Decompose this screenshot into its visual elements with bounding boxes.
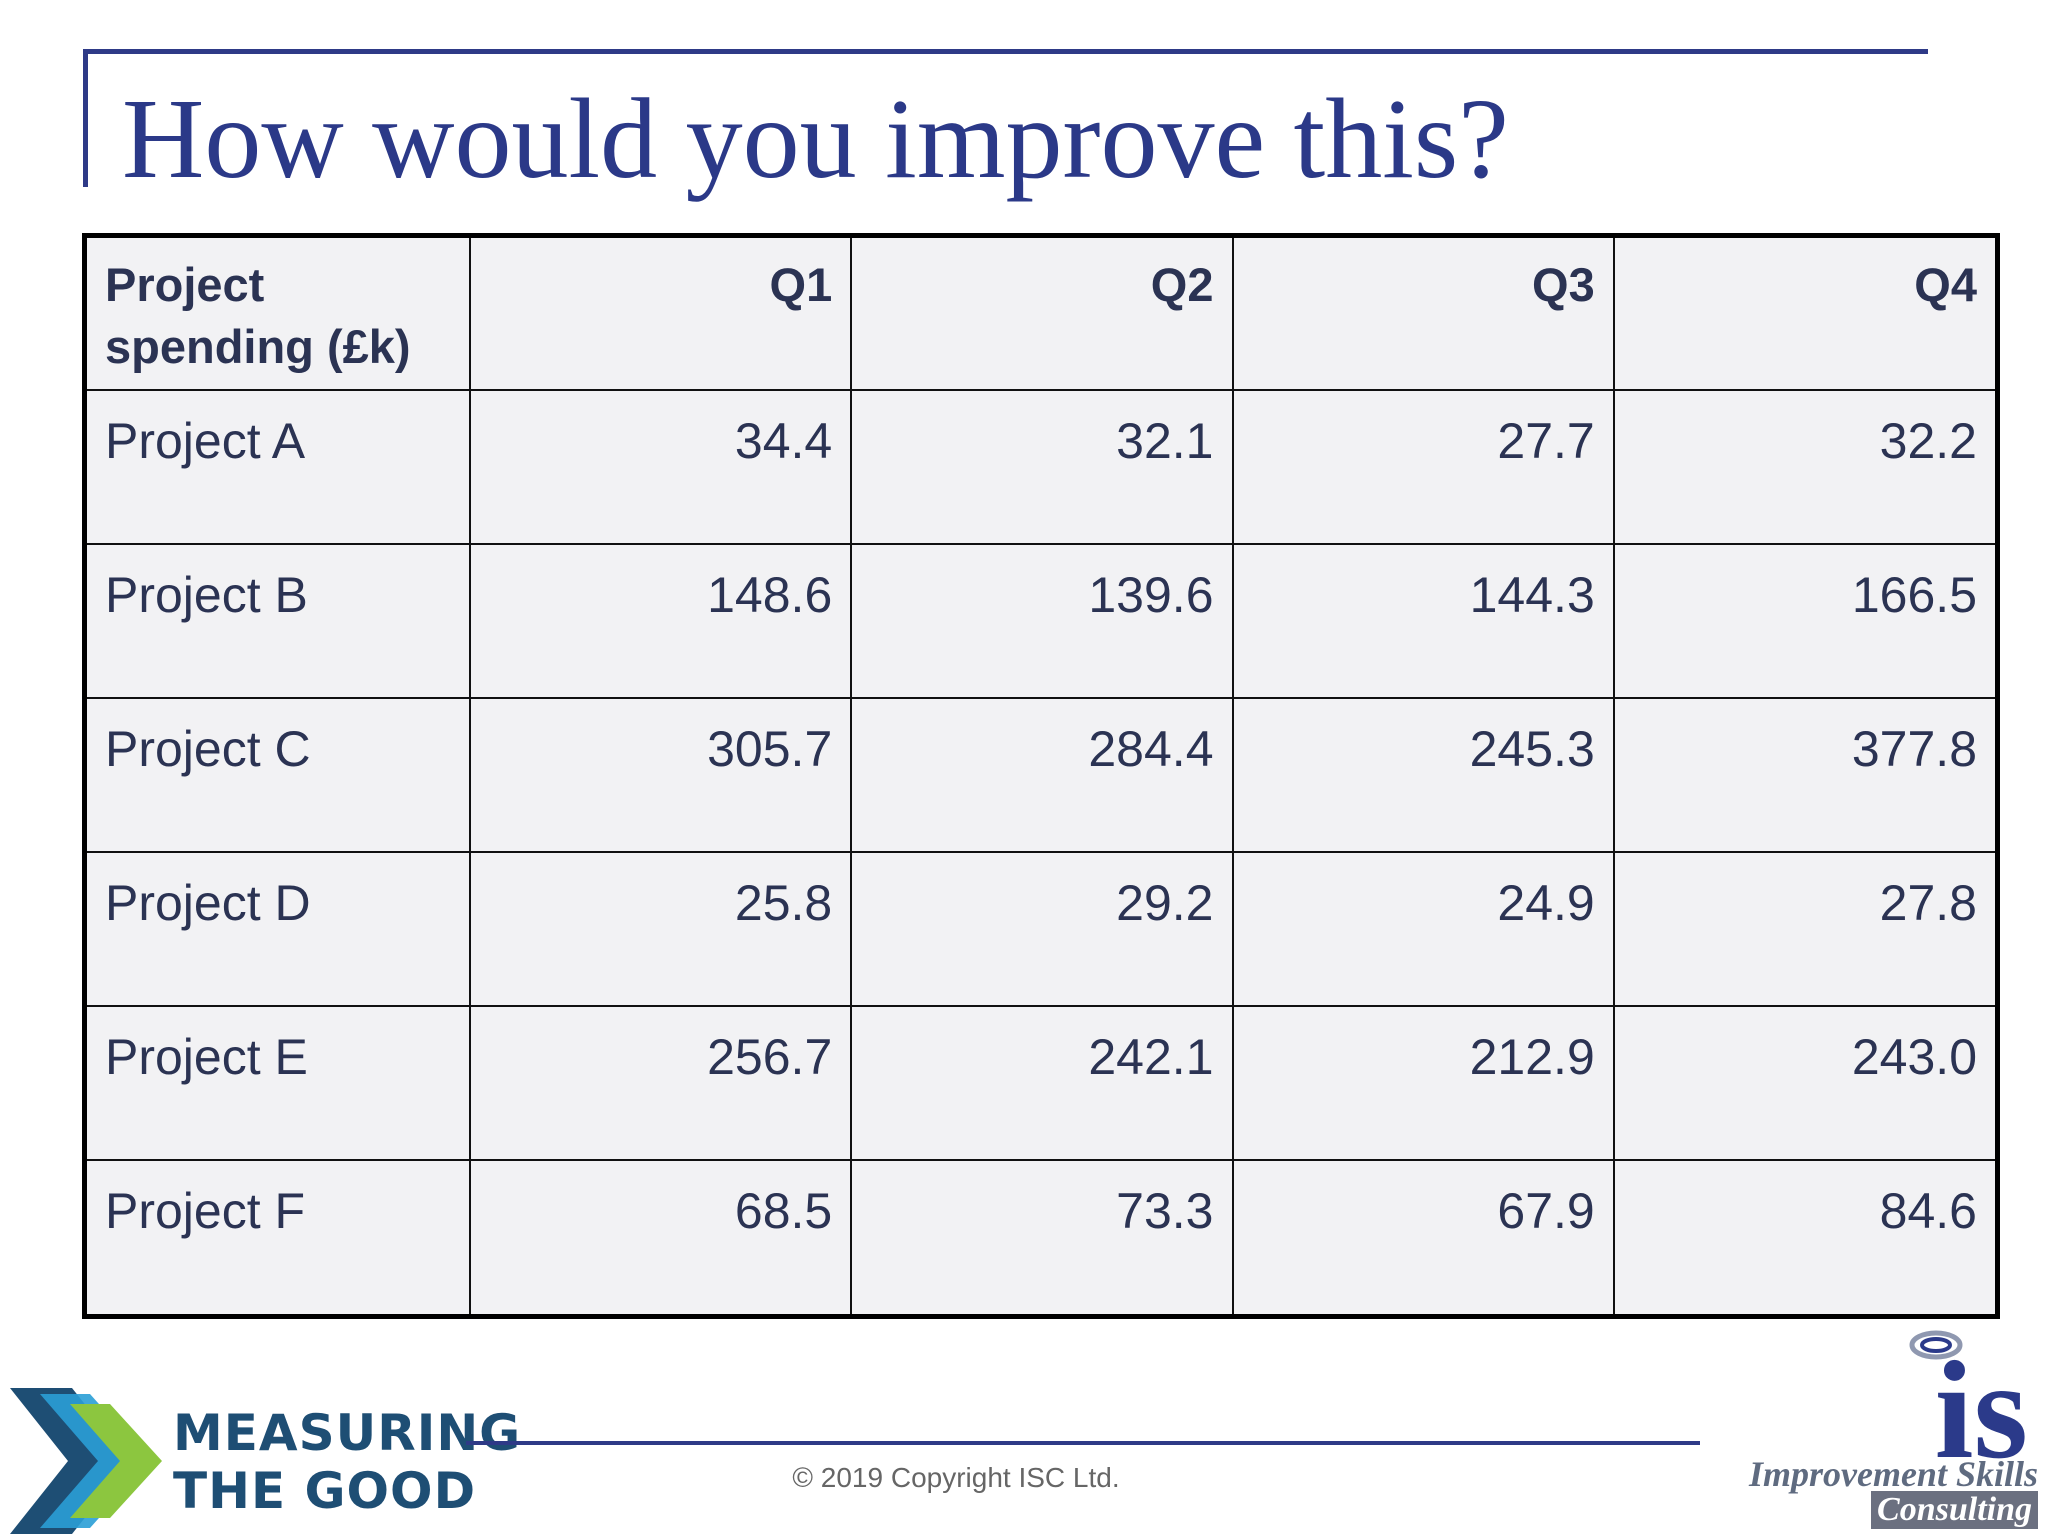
cell-value: 166.5 <box>1612 543 1995 699</box>
cell-value: 32.1 <box>850 390 1234 545</box>
isc-subtitle: Consulting <box>1871 1491 2038 1529</box>
table-header-row: Project spending (£k) Q1 Q2 Q3 Q4 <box>87 238 1995 391</box>
title-bracket-top <box>83 49 1928 54</box>
cell-value: 305.7 <box>468 697 853 853</box>
row-label: Project E <box>87 1005 471 1161</box>
header-q2: Q2 <box>850 238 1234 391</box>
cell-value: 73.3 <box>850 1159 1234 1314</box>
cell-value: 27.7 <box>1231 390 1615 545</box>
cell-value: 29.2 <box>850 851 1234 1007</box>
isc-mark: is <box>1934 1333 2028 1488</box>
row-label: Project F <box>87 1159 471 1314</box>
row-label: Project A <box>87 390 471 545</box>
cell-value: 377.8 <box>1612 697 1995 853</box>
cell-value: 27.8 <box>1612 851 1995 1007</box>
logo-line-1: MEASURING <box>173 1404 522 1462</box>
spending-table: Project spending (£k) Q1 Q2 Q3 Q4 Projec… <box>87 238 1995 1314</box>
title-bracket-left <box>83 49 88 187</box>
header-q1: Q1 <box>468 238 853 391</box>
slide-title: How would you improve this? <box>122 75 1509 202</box>
cell-value: 139.6 <box>850 543 1234 699</box>
cell-value: 84.6 <box>1612 1159 1995 1314</box>
cell-value: 245.3 <box>1231 697 1615 853</box>
copyright-text: © 2019 Copyright ISC Ltd. <box>792 1462 1120 1493</box>
row-label: Project D <box>87 851 471 1007</box>
table-row: Project F 68.5 73.3 67.9 84.6 <box>87 1159 1995 1314</box>
isc-logo: is Improvement Skills Consulting <box>1696 1325 2046 1536</box>
cell-value: 24.9 <box>1231 851 1615 1007</box>
cell-value: 32.2 <box>1612 390 1995 545</box>
cell-value: 212.9 <box>1231 1005 1615 1161</box>
header-q4: Q4 <box>1612 238 1995 391</box>
row-label: Project C <box>87 697 471 853</box>
cell-value: 284.4 <box>850 697 1234 853</box>
table-row: Project C 305.7 284.4 245.3 377.8 <box>87 697 1995 853</box>
header-label: Project spending (£k) <box>87 238 471 391</box>
row-label: Project B <box>87 543 471 699</box>
chevron-arrows-icon <box>10 1388 162 1534</box>
cell-value: 243.0 <box>1612 1005 1995 1161</box>
cell-value: 256.7 <box>468 1005 853 1161</box>
table-row: Project B 148.6 139.6 144.3 166.5 <box>87 543 1995 699</box>
cell-value: 67.9 <box>1231 1159 1615 1314</box>
table-row: Project A 34.4 32.1 27.7 32.2 <box>87 390 1995 545</box>
table-row: Project E 256.7 242.1 212.9 243.0 <box>87 1005 1995 1161</box>
measuring-the-good-logo: MEASURING THE GOOD <box>10 1386 520 1536</box>
cell-value: 34.4 <box>468 390 853 545</box>
cell-value: 25.8 <box>468 851 853 1007</box>
cell-value: 68.5 <box>468 1159 853 1314</box>
header-q3: Q3 <box>1231 238 1615 391</box>
isc-name: Improvement Skills <box>1748 1454 2038 1494</box>
spending-table-frame: Project spending (£k) Q1 Q2 Q3 Q4 Projec… <box>82 233 2000 1319</box>
footer-divider <box>466 1441 1700 1445</box>
table-row: Project D 25.8 29.2 24.9 27.8 <box>87 851 1995 1007</box>
swirl-icon <box>1909 1330 1963 1360</box>
cell-value: 148.6 <box>468 543 853 699</box>
cell-value: 144.3 <box>1231 543 1615 699</box>
logo-line-2: THE GOOD <box>173 1462 477 1520</box>
cell-value: 242.1 <box>850 1005 1234 1161</box>
